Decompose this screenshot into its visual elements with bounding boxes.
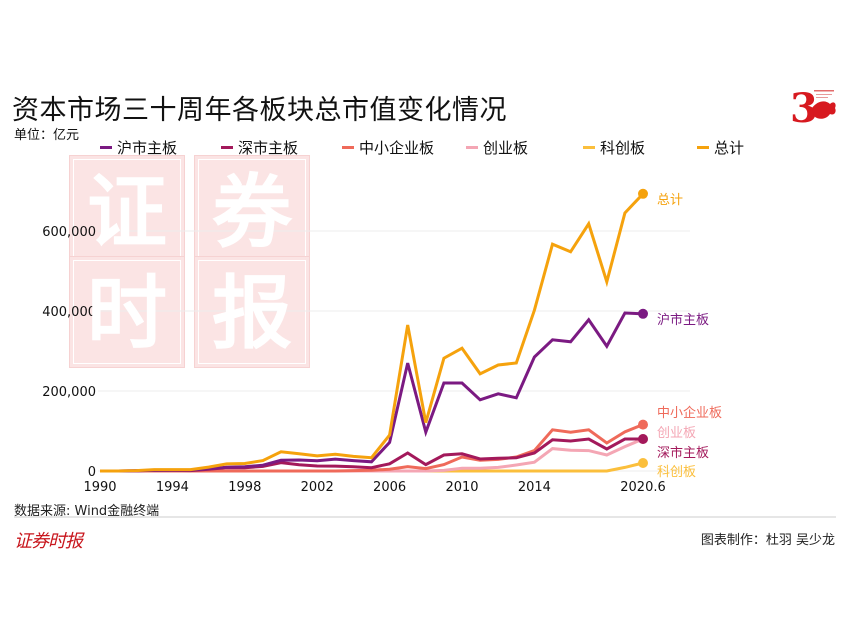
x-tick-label: 1990 — [83, 480, 116, 495]
legend-item-total: 总计 — [697, 137, 744, 158]
series-end-label: 总计 — [657, 193, 683, 208]
line-chart: 0 200,000 400,000 600,000 1990 1994 1998 2002 20… — [42, 188, 722, 495]
unit-label: 单位：亿元 — [14, 128, 80, 143]
y-tick-label: 200,000 — [42, 385, 96, 400]
watermark-cell: 报 — [194, 256, 310, 368]
series-end-label: 中小企业板 — [657, 405, 722, 421]
watermark-cell: 券 — [194, 155, 310, 267]
data-source: 数据来源: Wind金融终端 — [14, 504, 160, 519]
series-line — [100, 423, 644, 473]
legend-swatch — [697, 146, 709, 149]
x-tick-label: 2006 — [373, 480, 406, 495]
watermark-cell: 时 — [69, 256, 185, 368]
chart-credit: 图表制作：杜羽 吴少龙 — [700, 533, 835, 548]
brand-logo: 证券时报 — [14, 531, 83, 552]
series-end-marker — [638, 188, 648, 199]
y-tick-label: 600,000 — [42, 225, 96, 240]
series-line — [100, 437, 643, 473]
x-tick-label: 2014 — [518, 480, 551, 495]
x-tick-label: 2010 — [445, 480, 478, 495]
legend-item-star: 科创板 — [583, 137, 645, 158]
legend-swatch — [466, 146, 478, 149]
logo-dragon-shape — [812, 101, 836, 119]
legend-swatch — [100, 146, 112, 149]
legend-swatch — [221, 146, 233, 149]
chart-title: 资本市场三十周年各板块总市值变化情况 — [12, 95, 507, 126]
y-tick-label: 400,000 — [42, 305, 96, 320]
series-end-marker — [638, 434, 648, 444]
legend-item-sz-main: 深市主板 — [221, 137, 298, 158]
series-end-marker — [638, 308, 648, 319]
series-end-label: 深市主板 — [657, 445, 709, 461]
legend: 沪市主板 深市主板 中小企业板 创业板 科创板 总计 — [0, 137, 849, 159]
x-tick-label: 1994 — [156, 480, 189, 495]
x-tick-label: 2020.6 — [620, 480, 666, 495]
series-end-label: 创业板 — [657, 426, 696, 441]
series-line — [100, 192, 645, 473]
anniversary-logo: 3 — [790, 86, 836, 128]
watermark-cell: 证 — [69, 155, 185, 267]
series-end-label: 科创板 — [657, 465, 696, 480]
series-end-marker — [638, 458, 648, 468]
legend-item-sme: 中小企业板 — [342, 137, 434, 158]
y-tick-label: 0 — [88, 465, 96, 480]
series-end-label: 沪市主板 — [657, 312, 709, 328]
series-end-marker — [638, 419, 648, 430]
legend-item-sh-main: 沪市主板 — [100, 137, 177, 158]
x-tick-label: 1998 — [228, 480, 261, 495]
legend-swatch — [342, 146, 354, 149]
legend-swatch — [583, 146, 595, 149]
x-tick-label: 2002 — [301, 480, 334, 495]
legend-item-chinext: 创业板 — [466, 137, 528, 158]
footer-divider — [14, 516, 836, 518]
